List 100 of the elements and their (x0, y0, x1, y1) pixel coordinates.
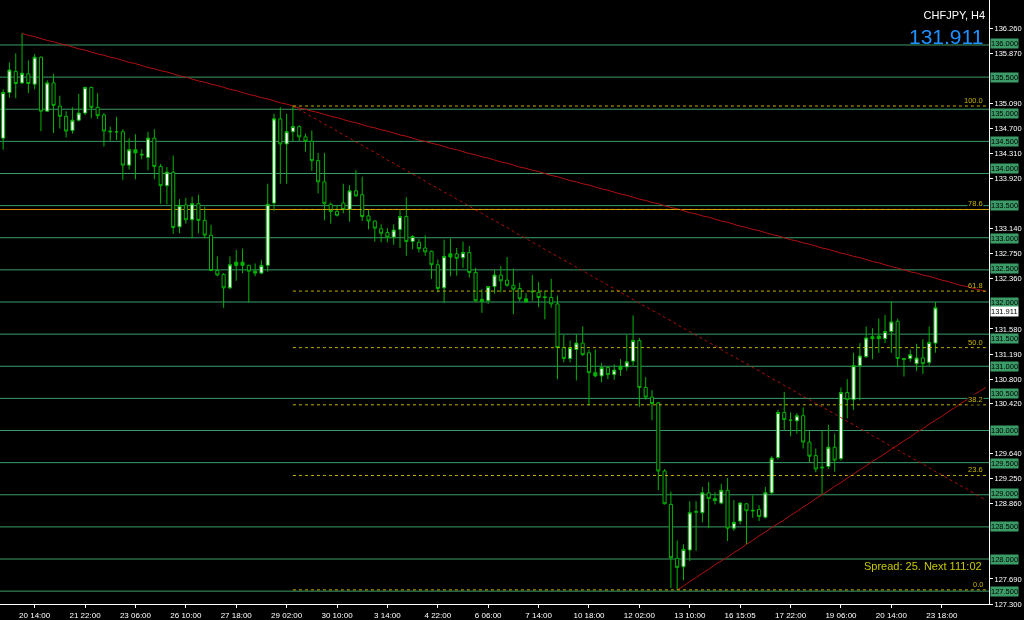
candlestick (139, 148, 144, 160)
candlestick (227, 255, 232, 290)
candlestick (190, 196, 195, 239)
candlestick (448, 237, 453, 277)
candlestick (120, 128, 125, 181)
candlestick (70, 106, 75, 135)
candlestick (208, 224, 214, 272)
candlestick (719, 483, 724, 505)
candlestick (7, 61, 12, 99)
candlestick (668, 491, 673, 589)
x-tick-label: 10 18:00 (573, 610, 606, 620)
candlestick (253, 262, 258, 277)
candlestick (196, 194, 201, 234)
candlestick (687, 500, 692, 562)
candlestick (618, 358, 623, 377)
candlestick (290, 105, 295, 142)
candlestick (133, 133, 138, 180)
candlestick (57, 95, 62, 130)
candlestick (807, 430, 812, 463)
candlestick (927, 325, 932, 367)
candlestick (234, 249, 239, 282)
candlestick (322, 152, 327, 221)
candlestick (246, 264, 251, 304)
candlestick (517, 282, 522, 302)
candlestick (454, 247, 459, 277)
candlestick (883, 314, 888, 344)
candlestick (649, 389, 655, 421)
candlestick (605, 365, 610, 380)
candlestick (328, 201, 333, 225)
x-tick-label: 6 06:00 (474, 610, 503, 620)
candlestick (788, 412, 793, 437)
x-tick-label: 19 06:00 (825, 610, 858, 620)
candlestick (624, 334, 629, 372)
candlestick (334, 205, 340, 218)
candlestick (101, 112, 106, 147)
candlestick (549, 278, 554, 309)
candlestick (145, 131, 151, 171)
candlestick (492, 269, 497, 295)
candlestick (681, 543, 686, 581)
candlestick (914, 343, 919, 372)
x-tick-label: 16 15:05 (724, 610, 757, 620)
candlestick (920, 338, 925, 375)
candlestick (240, 248, 245, 274)
candlestick (876, 318, 881, 354)
candlestick (303, 133, 308, 153)
candlestick (265, 183, 270, 273)
candlestick (385, 227, 390, 243)
x-tick-label: 17 22:00 (775, 610, 807, 620)
candlestick (580, 325, 585, 357)
candlestick (435, 259, 440, 293)
candlestick (744, 503, 749, 545)
candlestick (13, 52, 18, 99)
candlestick (486, 285, 491, 305)
x-tick-label: 3 14:00 (374, 610, 402, 620)
candlestick (725, 477, 730, 542)
candlestick (731, 499, 736, 532)
candlestick (593, 349, 598, 378)
candlestick (64, 110, 69, 139)
candlestick (45, 79, 50, 113)
x-tick-label: 23 18:00 (926, 610, 958, 620)
candlestick (76, 93, 81, 122)
candlestick (845, 378, 850, 419)
x-tick-label: 23 06:00 (119, 610, 152, 620)
x-tick-label: 20 14:00 (19, 610, 51, 620)
text: CHFJPY, H4 (923, 8, 986, 21)
candlestick (51, 73, 56, 134)
x-tick-label: 26 10:00 (170, 610, 202, 620)
candlestick (38, 56, 43, 132)
candlestick (908, 349, 913, 363)
candlestick (712, 491, 718, 505)
candlestick (542, 289, 547, 320)
candlestick (586, 349, 592, 406)
candlestick (498, 265, 503, 293)
candlestick (183, 197, 188, 225)
candlestick (851, 352, 856, 411)
candlestick (561, 334, 566, 363)
x-tick-label: 7 14:00 (525, 610, 553, 620)
candlestick (631, 314, 636, 367)
candlestick (757, 504, 762, 522)
candlestick (1, 88, 6, 151)
x-tick-label: 21 22:00 (69, 610, 102, 620)
candlestick (782, 391, 787, 431)
candlestick (316, 152, 321, 194)
candlestick (656, 401, 661, 491)
candlestick (391, 223, 396, 246)
candlestick (801, 406, 806, 449)
candlestick (83, 86, 88, 116)
x-tick-label: 12 02:00 (623, 610, 656, 620)
candlestick (108, 126, 113, 142)
candlestick (171, 155, 176, 235)
candlestick (838, 386, 844, 462)
candlestick (599, 362, 604, 383)
candlestick (933, 301, 938, 354)
candlestick (813, 448, 818, 473)
candlestick (612, 363, 617, 381)
candlestick (523, 292, 529, 304)
candlestick (353, 169, 358, 198)
candlestick (505, 256, 510, 288)
candlestick (662, 468, 667, 505)
candlestick (271, 113, 277, 212)
